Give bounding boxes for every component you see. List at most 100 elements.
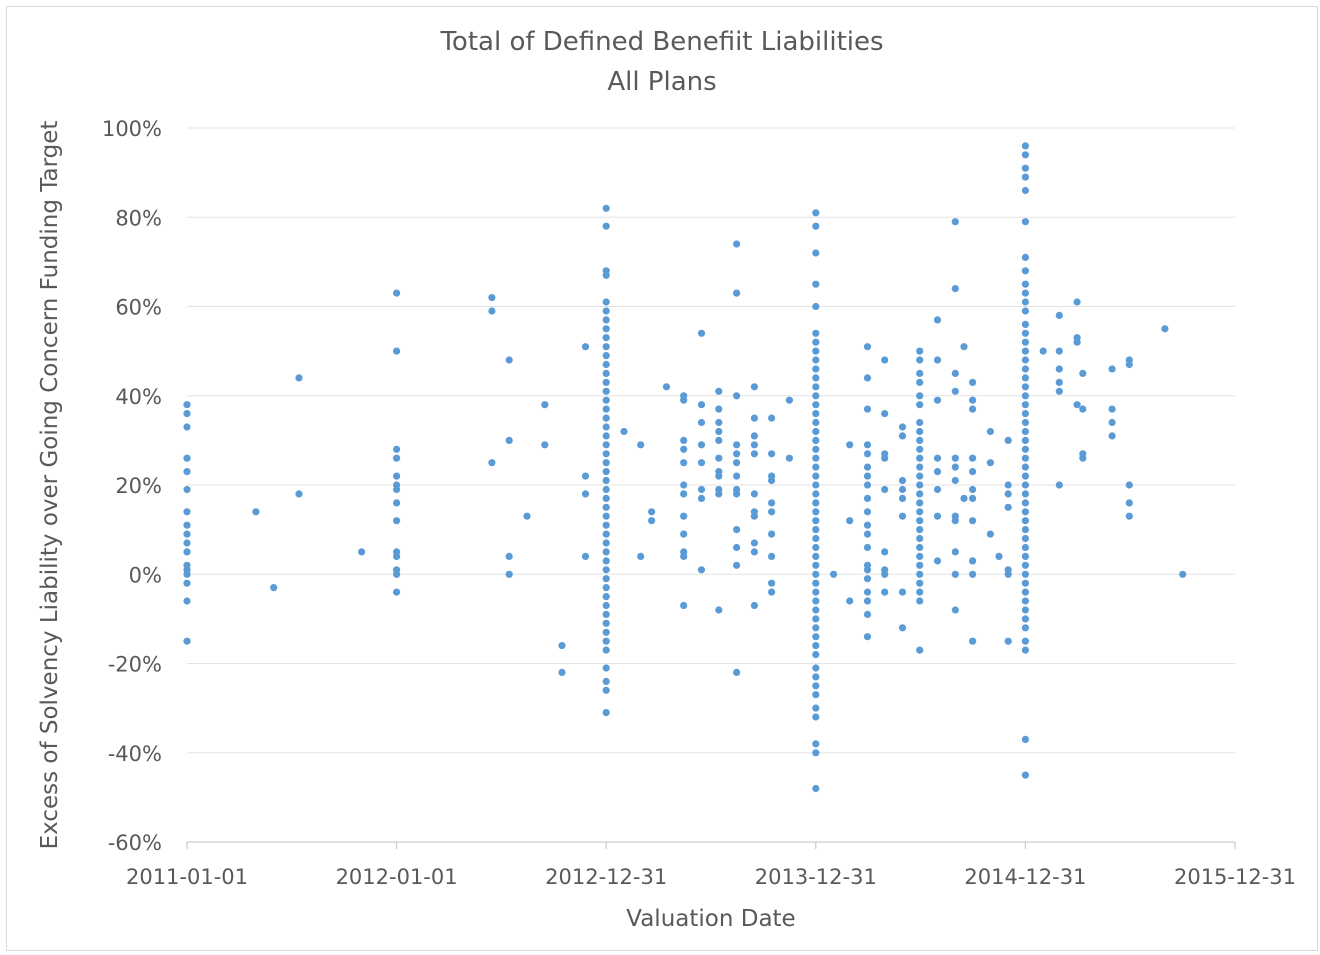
x-tick-label: 2012-12-31 (545, 865, 667, 889)
data-point (1021, 392, 1029, 400)
data-point (505, 570, 513, 578)
data-point (898, 476, 907, 485)
data-point (768, 476, 776, 485)
data-point (602, 432, 610, 440)
data-point (393, 485, 401, 494)
data-point (581, 490, 590, 498)
data-point (768, 579, 776, 587)
data-point (488, 307, 496, 315)
x-axis-ticks: 2011-01-01 2012-01-01 2012-12-31 2013-12-31… (126, 842, 1296, 889)
data-point (1021, 374, 1029, 382)
data-point (1108, 405, 1116, 413)
data-point (602, 204, 610, 212)
data-point (602, 619, 610, 627)
data-point (1021, 615, 1029, 623)
data-point (620, 427, 628, 436)
data-point (916, 490, 924, 498)
data-point (1021, 454, 1029, 462)
data-point (1021, 570, 1029, 578)
data-point (951, 476, 959, 485)
data-point (602, 709, 610, 717)
data-point (1021, 218, 1029, 226)
data-point (602, 423, 610, 431)
data-point (812, 427, 820, 436)
data-point (581, 552, 590, 561)
data-point (602, 343, 610, 351)
data-point (680, 512, 688, 520)
y-tick-label: 40% (115, 385, 162, 409)
data-point (715, 472, 723, 480)
data-point (916, 579, 924, 587)
data-point (602, 557, 610, 565)
data-point (1021, 427, 1029, 436)
data-point (1021, 338, 1029, 346)
data-point (812, 508, 820, 516)
data-point (830, 570, 838, 578)
data-point (898, 494, 907, 502)
data-point (1021, 347, 1029, 355)
data-point (969, 570, 977, 578)
data-point (1004, 503, 1012, 511)
data-point (898, 512, 907, 520)
data-point (697, 329, 706, 337)
data-point (916, 526, 924, 534)
data-point (1055, 378, 1063, 386)
x-tick-label: 2015-12-31 (1174, 865, 1296, 889)
data-point (933, 454, 942, 462)
data-point (1021, 588, 1029, 596)
data-point (1004, 570, 1012, 578)
data-point (602, 593, 610, 601)
data-point (916, 454, 924, 462)
data-point (697, 401, 706, 409)
data-point (1079, 405, 1087, 413)
data-point (183, 579, 191, 587)
data-point (846, 517, 854, 525)
data-point (916, 472, 924, 480)
data-point (1108, 432, 1116, 440)
data-point (183, 401, 191, 409)
data-point (602, 503, 610, 511)
data-point (812, 481, 820, 489)
data-point (183, 530, 191, 538)
y-tick-label: 20% (115, 474, 162, 498)
data-point (916, 392, 924, 400)
y-tick-label: 100% (102, 117, 162, 141)
data-point (812, 490, 820, 498)
data-point (881, 485, 889, 494)
data-point (812, 664, 820, 672)
data-point (1108, 418, 1116, 427)
data-point (637, 441, 645, 449)
x-tick-label: 2011-01-01 (126, 865, 248, 889)
data-point (969, 396, 977, 404)
data-point (295, 374, 303, 382)
data-point (916, 543, 924, 552)
data-point (863, 521, 872, 529)
data-point (986, 427, 995, 436)
data-point (1125, 481, 1133, 489)
data-point (916, 552, 924, 561)
data-point (733, 561, 741, 569)
data-points (183, 142, 1187, 793)
data-point (812, 651, 820, 659)
data-point (393, 517, 401, 525)
data-point (916, 588, 924, 596)
data-point (541, 441, 549, 449)
data-point (812, 597, 820, 605)
data-point (881, 356, 889, 364)
x-tick-label: 2014-12-31 (964, 865, 1086, 889)
data-point (881, 548, 889, 556)
data-point (733, 392, 741, 400)
data-point (768, 499, 776, 507)
data-point (933, 468, 942, 476)
data-point (768, 414, 776, 422)
data-point (602, 298, 610, 306)
data-point (863, 633, 872, 641)
data-point (183, 539, 191, 547)
data-point (1021, 543, 1029, 552)
data-point (358, 548, 366, 556)
data-point (1021, 552, 1029, 561)
data-point (602, 539, 610, 547)
data-point (812, 249, 820, 257)
data-point (1021, 365, 1029, 373)
data-point (1021, 436, 1029, 444)
